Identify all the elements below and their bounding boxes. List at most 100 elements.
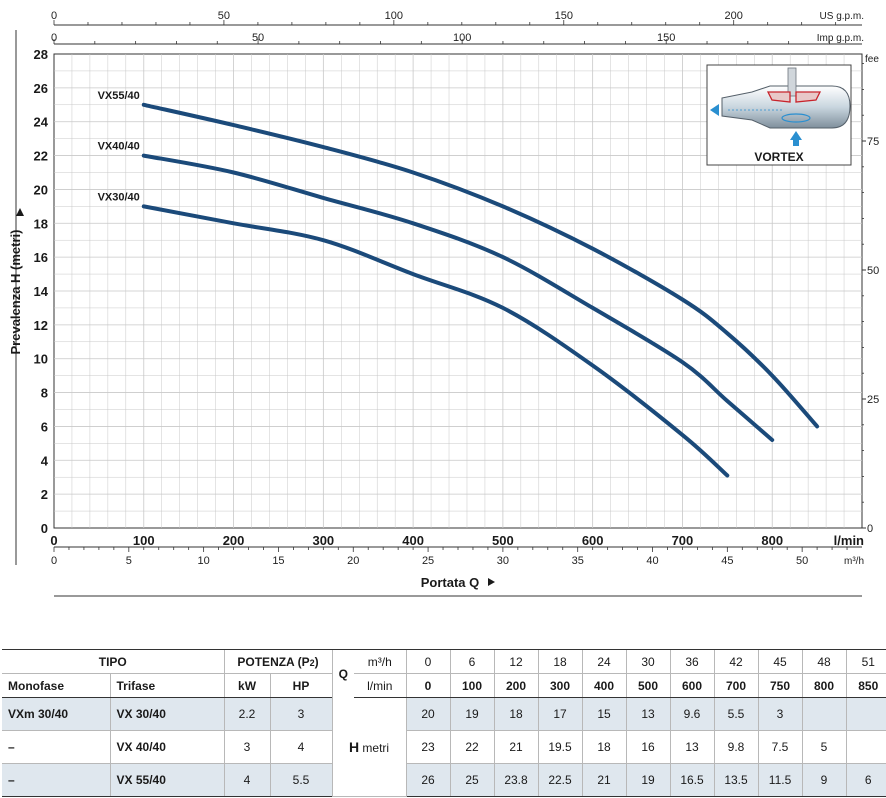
series-line-vx55-40 <box>141 102 820 429</box>
h-value-cell: 13 <box>669 730 715 764</box>
q-m3h-cell: 24 <box>581 649 627 674</box>
imp-gpm-tick-label: 100 <box>453 32 471 44</box>
h-value-cell <box>845 730 886 764</box>
feet-tick-label: 0 <box>867 523 873 535</box>
m3h-tick-label: 5 <box>126 555 132 567</box>
potenza-text: POTENZA (P <box>237 654 310 669</box>
h-value-cell <box>801 697 847 731</box>
imp-gpm-tick-label: 150 <box>657 32 675 44</box>
y-tick-label: 8 <box>41 386 48 401</box>
h-value-cell: 13 <box>625 697 671 731</box>
h-value-cell: 21 <box>581 763 627 797</box>
h-value-cell: 19 <box>449 697 495 731</box>
kw-header: kW <box>223 673 271 698</box>
y-tick-label: 20 <box>34 182 48 197</box>
m3h-unit: m³/h <box>354 649 407 674</box>
m3h-tick-label: 50 <box>796 555 808 567</box>
series-label-vx55-40: VX55/40 <box>98 90 140 102</box>
h-value-cell: 16.5 <box>669 763 715 797</box>
q-lmin-cell: 850 <box>845 673 886 698</box>
y-tick-label: 14 <box>34 284 49 299</box>
m3h-tick-label: 45 <box>721 555 733 567</box>
x-tick-label: 300 <box>312 533 334 548</box>
h-value-cell: 16 <box>625 730 671 764</box>
series-line-vx40-40 <box>141 153 775 442</box>
q-m3h-cell: 12 <box>493 649 539 674</box>
imp-gpm-unit-label: Imp g.p.m. <box>817 33 864 44</box>
series-label-vx30-40: VX30/40 <box>98 191 140 203</box>
q-m3h-cell: 6 <box>449 649 495 674</box>
y-tick-label: 6 <box>41 419 48 434</box>
hp-cell: 4 <box>269 730 333 764</box>
q-m3h-cell: 51 <box>845 649 886 674</box>
table-row: VXm 30/40 VX 30/40 2.2 3 H metri 20 19 1… <box>2 697 886 797</box>
feet-tick-label: 75 <box>867 136 879 148</box>
y-axis-title: Prevalenza H (metri) <box>8 230 23 355</box>
trifase-cell: VX 30/40 <box>109 697 225 731</box>
feet-tick-label: 25 <box>867 394 879 406</box>
kw-cell: 4 <box>223 763 271 797</box>
m3h-tick-label: 40 <box>646 555 658 567</box>
pump-shaft-icon <box>787 67 797 97</box>
m3h-tick-label: 35 <box>572 555 584 567</box>
us-gpm-tick-label: 200 <box>725 10 743 22</box>
m3h-tick-label: 20 <box>347 555 359 567</box>
y-tick-label: 4 <box>41 453 49 468</box>
q-m3h-cell: 0 <box>405 649 451 674</box>
imp-gpm-tick-label: 0 <box>51 32 57 44</box>
h-value-cell: 18 <box>581 730 627 764</box>
x-tick-label: 800 <box>761 533 783 548</box>
feet-tick-label: 50 <box>867 265 879 277</box>
hp-cell: 3 <box>269 697 333 731</box>
q-lmin-cell: 800 <box>801 673 847 698</box>
y-tick-label: 2 <box>41 487 48 502</box>
h-value-cell: 19.5 <box>537 730 583 764</box>
y-tick-label: 26 <box>34 81 48 96</box>
x-tick-label: 100 <box>133 533 155 548</box>
q-lmin-cell: 600 <box>669 673 715 698</box>
kw-cell: 3 <box>223 730 271 764</box>
q-m3h-cell: 48 <box>801 649 847 674</box>
x-axis-arrow-icon <box>488 578 495 586</box>
vortex-swirl-icon <box>781 113 811 123</box>
h-value-cell <box>845 697 886 731</box>
h-value-cell: 15 <box>581 697 627 731</box>
h-value-cell: 21 <box>493 730 539 764</box>
monofase-cell: – <box>2 763 110 797</box>
potenza-header: POTENZA (P2) <box>223 649 333 674</box>
table-header-row-2: Monofase Trifase kW HP l/min 0 100 200 3… <box>2 673 886 698</box>
q-m3h-cell: 18 <box>537 649 583 674</box>
m3h-tick-label: 30 <box>497 555 509 567</box>
h-value-cell: 23 <box>405 730 451 764</box>
vortex-label: VORTEX <box>754 150 803 164</box>
m3h-tick-label: 25 <box>422 555 434 567</box>
y-tick-label: 28 <box>34 47 48 62</box>
potenza-subscript: 2 <box>309 657 315 668</box>
q-lmin-cell: 0 <box>405 673 451 698</box>
monofase-cell: VXm 30/40 <box>2 697 110 731</box>
h-value-cell: 9.6 <box>669 697 715 731</box>
y-tick-label: 0 <box>41 521 48 536</box>
h-metri-label: H metri <box>331 697 407 797</box>
vortex-inset: VORTEX <box>706 64 852 166</box>
h-value-cell: 13.5 <box>713 763 759 797</box>
x-tick-label: 200 <box>223 533 245 548</box>
x-tick-label: 0 <box>50 533 57 548</box>
h-value-cell: 5 <box>801 730 847 764</box>
q-m3h-cell: 45 <box>757 649 803 674</box>
imp-gpm-tick-label: 50 <box>252 32 264 44</box>
h-value-cell: 9.8 <box>713 730 759 764</box>
y-tick-label: 16 <box>34 250 48 265</box>
h-value-cell: 11.5 <box>757 763 803 797</box>
h-value-cell: 19 <box>625 763 671 797</box>
trifase-cell: VX 40/40 <box>109 730 225 764</box>
tipo-header: TIPO <box>2 649 225 674</box>
x-tick-label: 500 <box>492 533 514 548</box>
x-tick-label: 400 <box>402 533 424 548</box>
hp-header: HP <box>269 673 333 698</box>
q-lmin-cell: 400 <box>581 673 627 698</box>
q-m3h-cell: 30 <box>625 649 671 674</box>
inlet-arrow-icon <box>790 131 802 146</box>
m3h-unit-label: m³/h <box>844 556 864 567</box>
feet-unit-label: fee <box>865 54 879 65</box>
